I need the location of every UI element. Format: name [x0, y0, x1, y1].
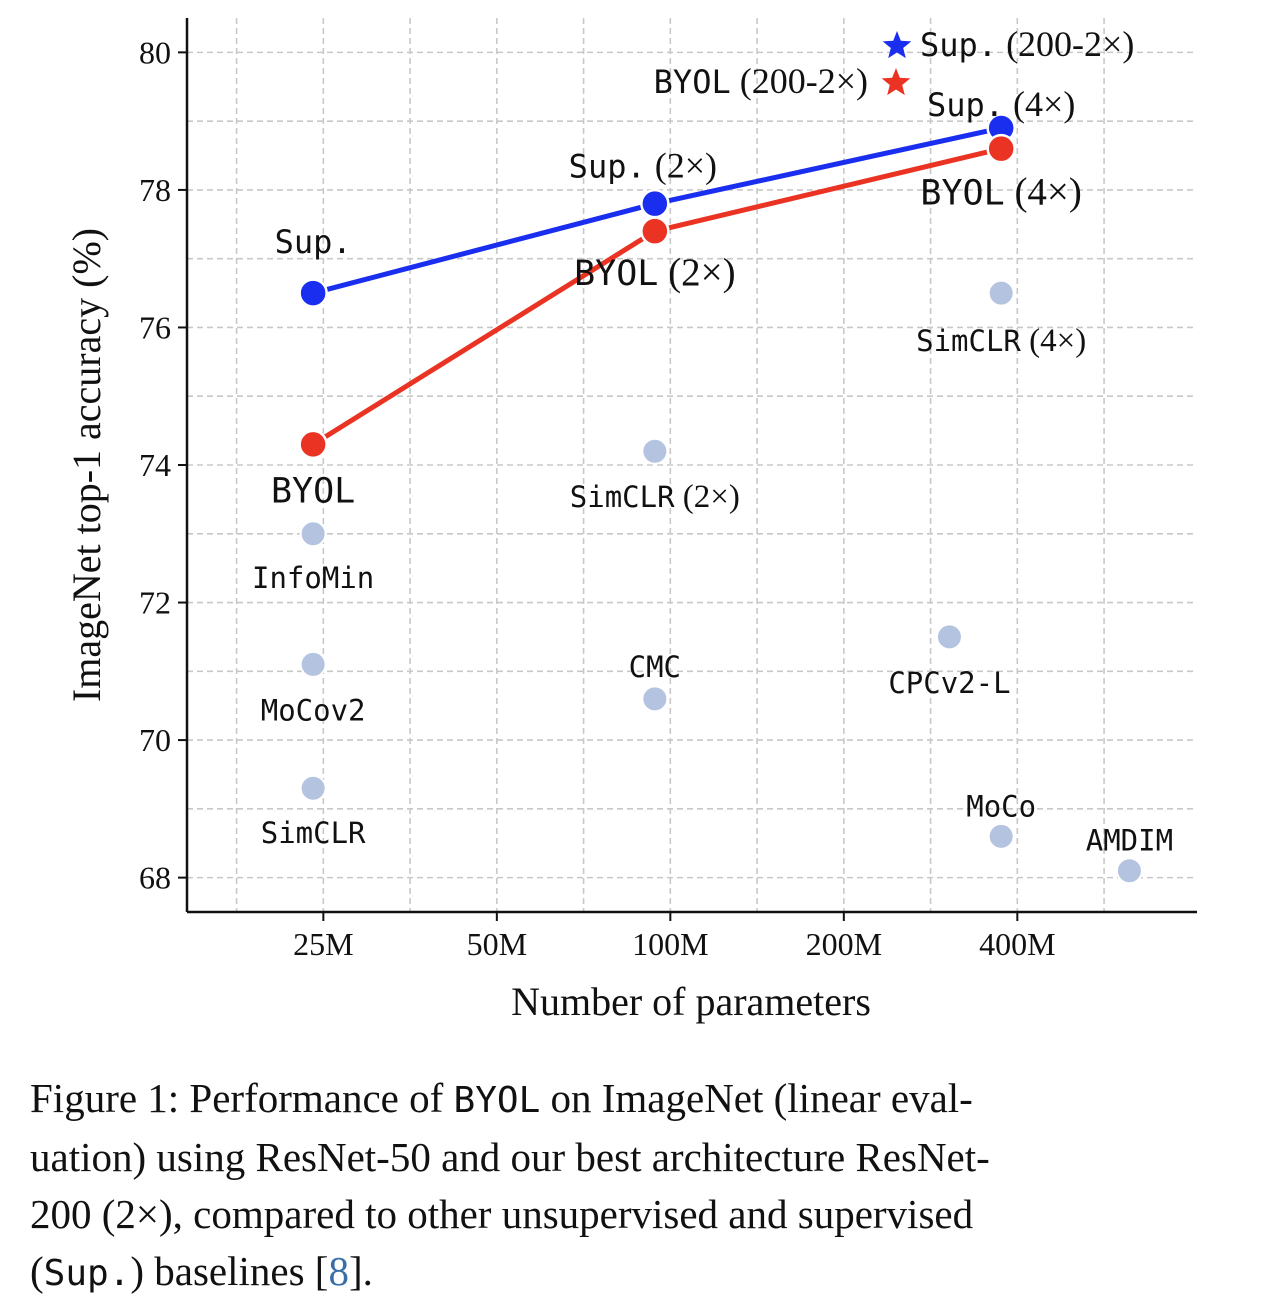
baseline-point: [1115, 857, 1143, 885]
baseline-point: [987, 822, 1015, 850]
x-tick-label: 100M: [632, 926, 708, 962]
caption-line-4: (Sup.) baselines [8].: [30, 1243, 1250, 1302]
y-tick-label: 74: [139, 447, 171, 483]
baseline-point: [641, 685, 669, 713]
series-point: [298, 429, 328, 460]
baseline-label: MoCov2: [261, 693, 366, 727]
x-tick-label: 50M: [467, 926, 527, 962]
grid: [187, 18, 1197, 912]
legend: Sup. (200-2×) BYOL (200-2×): [654, 24, 1135, 101]
baseline-label: MoCo: [966, 789, 1036, 823]
caption-line-2: uation) using ResNet-50 and our best arc…: [30, 1134, 990, 1180]
baseline-label: SimCLR (4×): [916, 323, 1086, 359]
baseline-point: [299, 774, 327, 802]
baseline-label: SimCLR (2×): [570, 479, 740, 515]
caption-sup-name: Sup.: [43, 1253, 131, 1294]
series-point-label: Sup. (2×): [569, 146, 717, 186]
baseline-point: [299, 520, 327, 548]
y-tick-label: 72: [139, 585, 171, 621]
x-tick-label: 25M: [293, 926, 353, 962]
legend-star-icon: [882, 31, 912, 59]
y-tick-label: 68: [139, 860, 171, 896]
baseline-point: [987, 279, 1015, 307]
caption-method-name: BYOL: [453, 1080, 541, 1121]
ticks: 25M 50M 100M 200M 400M 68 70 72 74 76 78 80: [139, 34, 1056, 962]
legend-label: Sup. (200-2×): [920, 24, 1134, 64]
baseline-label: AMDIM: [1086, 824, 1173, 858]
x-axis-label: Number of parameters: [511, 979, 871, 1024]
baseline-point: [641, 437, 669, 465]
y-tick-label: 76: [139, 309, 171, 345]
caption-line-3: 200 (2×), compared to other unsupervised…: [30, 1191, 974, 1237]
y-tick-label: 80: [139, 34, 171, 70]
series-point-label: BYOL (4×): [920, 171, 1082, 214]
series-point-label: Sup. (4×): [927, 84, 1075, 124]
figure-caption: Figure 1: Performance of BYOL on ImageNe…: [30, 1070, 1250, 1302]
figure: 25M 50M 100M 200M 400M 68 70 72 74 76 78 80 InfoMin…: [64, 18, 1197, 1024]
chart: 25M 50M 100M 200M 400M 68 70 72 74 76 78 80 InfoMin…: [64, 18, 1197, 1024]
caption-text: Figure 1: Performance of: [30, 1075, 454, 1121]
series-point-label: BYOL (2×): [574, 251, 736, 294]
caption-line-1: Figure 1: Performance of BYOL on ImageNe…: [30, 1070, 1250, 1129]
y-tick-label: 78: [139, 172, 171, 208]
caption-text: ].: [348, 1248, 373, 1294]
point-labels: InfoMin MoCov2 SimCLR SimCLR (2×) CMC SimCLR …: [252, 84, 1173, 858]
caption-text: (: [30, 1248, 44, 1294]
series-point: [298, 278, 328, 308]
caption-text: ) baselines [: [130, 1248, 329, 1294]
series-point: [640, 188, 670, 219]
y-axis-label: ImageNet top-1 accuracy (%): [64, 228, 109, 702]
x-tick-label: 200M: [806, 926, 882, 962]
legend-label: BYOL (200-2×): [654, 61, 868, 101]
citation-link[interactable]: 8: [328, 1248, 349, 1294]
legend-star-icon: [881, 68, 911, 96]
series-point: [986, 133, 1016, 164]
x-tick-label: 400M: [979, 926, 1055, 962]
baseline-point: [299, 650, 327, 678]
data-points: [298, 113, 1143, 885]
baseline-label: CMC: [629, 650, 681, 684]
y-tick-label: 70: [139, 722, 171, 758]
baseline-point: [935, 623, 963, 651]
series-point-label: Sup.: [275, 223, 352, 261]
baseline-label: CPCv2-L: [888, 666, 1010, 700]
baseline-label: InfoMin: [252, 561, 374, 595]
series-point: [640, 216, 670, 246]
baseline-label: SimCLR: [261, 816, 366, 850]
series-point-label: BYOL: [271, 471, 355, 511]
caption-text: on ImageNet (linear eval-: [540, 1075, 973, 1121]
